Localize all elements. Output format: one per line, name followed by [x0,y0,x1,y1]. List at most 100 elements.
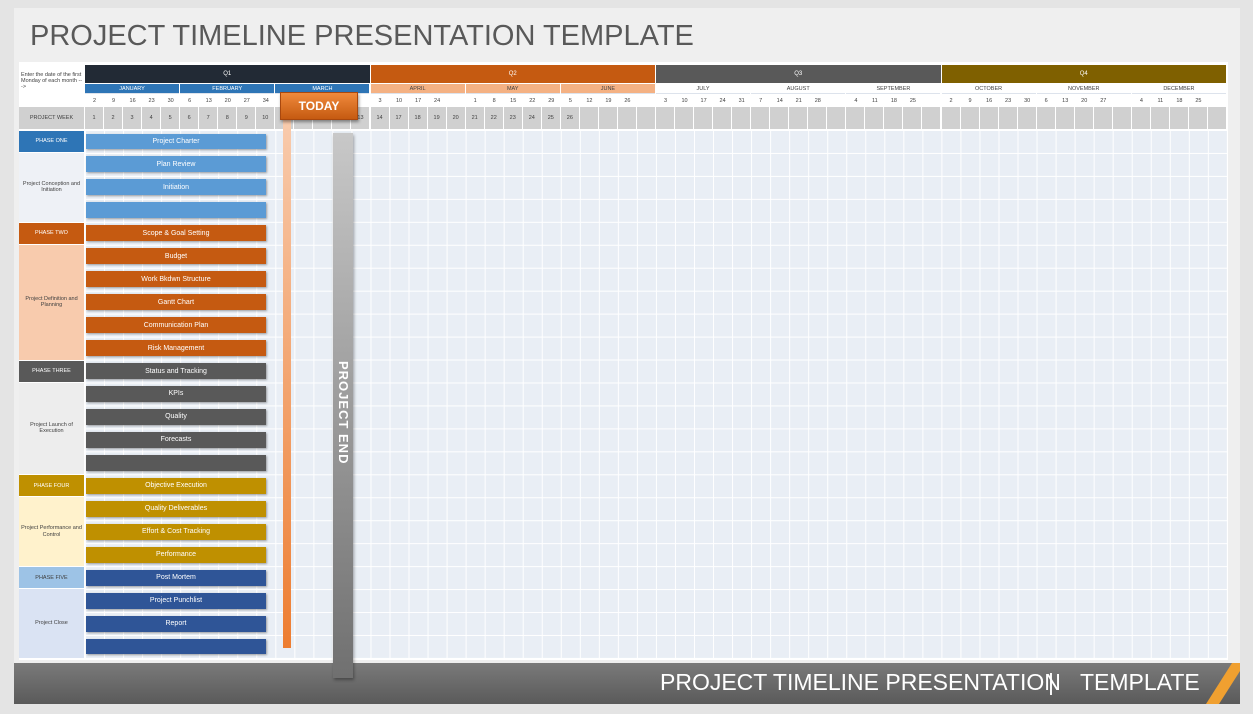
week-date: 11 [872,97,878,104]
project-week [1036,107,1055,129]
week-date [1113,95,1132,106]
phase-label: PHASE ONE [19,131,84,152]
task-bar: Communication Plan [86,317,266,334]
project-week: 21 [465,107,484,129]
task-bar: Report [86,615,266,632]
timeline-grid [85,130,1227,658]
week-date: 9 [968,97,972,104]
quarter-header: Q1 [85,65,370,83]
project-week: 17 [389,107,408,129]
week-date: 25 [909,97,916,104]
week-date: 23 [148,97,155,104]
project-week [1017,107,1036,129]
phase-group: Project Performance and Control [19,497,84,567]
project-week: 14 [370,107,389,129]
project-week: 8 [218,107,237,129]
footer-separator: | [1048,669,1054,695]
phase-label: PHASE THREE [19,360,84,382]
project-week [1074,107,1093,129]
week-date: 6 [188,97,192,104]
project-week [922,107,941,129]
project-week [1169,107,1188,129]
task-bar: Effort & Cost Tracking [86,523,266,540]
project-week: 25 [541,107,560,129]
task-bar [86,638,266,655]
week-date: 29 [548,97,555,104]
week-date: 20 [224,97,231,104]
today-line [283,118,291,648]
task-bar: Project Punchlist [86,592,266,609]
week-date: 17 [700,97,707,104]
project-week [656,107,675,129]
project-week [598,107,617,129]
week-date: 8 [492,97,496,104]
task-bar: Scope & Goal Setting [86,225,266,242]
title: PROJECT TIMELINE PRESENTATION TEMPLATE [30,20,694,52]
project-week [675,107,694,129]
project-week [694,107,713,129]
week-date: 16 [986,97,993,104]
project-week [751,107,770,129]
month-header: AUGUST [751,84,846,94]
week-date [637,95,656,106]
project-week [770,107,789,129]
week-date: 19 [605,97,612,104]
footer-stripe [1206,663,1240,704]
month-header: FEBRUARY [180,84,275,94]
task-bar [86,454,266,471]
project-week [1055,107,1074,129]
phase-group: Project Close [19,589,84,658]
week-date: 14 [776,97,783,104]
week-date: 31 [738,97,745,104]
phase-group: Project Definition and Planning [19,244,84,360]
week-date: 22 [529,97,536,104]
month-header: MAY [465,84,560,94]
header-note: Enter the date of the first Monday of ea… [21,72,83,90]
month-header: APRIL [370,84,465,94]
week-date [1208,95,1227,106]
week-date: 18 [890,97,897,104]
task-bar: Gantt Chart [86,294,266,311]
project-week: 2 [104,107,123,129]
week-date: 13 [205,97,212,104]
month-header: JUNE [560,84,655,94]
week-date [827,95,846,106]
week-date: 9 [112,97,116,104]
week-date: 21 [795,97,802,104]
week-date: 26 [624,97,631,104]
project-week: 3 [123,107,142,129]
project-week: 22 [484,107,503,129]
week-date: 1 [473,97,477,104]
project-week: 10 [256,107,275,129]
project-week: 20 [446,107,465,129]
project-week [884,107,903,129]
project-week: 24 [522,107,541,129]
week-date: 24 [719,97,726,104]
project-week [998,107,1017,129]
project-end-text: PROJECT END [336,361,351,465]
project-week [713,107,732,129]
phase-label: PHASE FOUR [19,475,84,497]
week-date: 6 [1044,97,1048,104]
project-week [1112,107,1131,129]
week-date: 16 [129,97,136,104]
week-date: 30 [167,97,174,104]
task-bar: Work Bkdwn Structure [86,271,266,288]
week-date: 30 [1024,97,1031,104]
quarter-header: Q4 [941,65,1226,83]
project-week [846,107,865,129]
month-header: SEPTEMBER [846,84,941,94]
week-date: 15 [510,97,517,104]
week-date: 7 [759,97,763,104]
phase-label: PHASE FIVE [19,567,84,589]
task-bar: Objective Execution [86,477,266,494]
project-week [579,107,598,129]
week-date: 11 [1157,97,1164,104]
project-week: 1 [85,107,104,129]
week-date: 25 [1195,97,1202,104]
task-bar: Forecasts [86,431,266,448]
project-week [617,107,636,129]
project-week [1131,107,1150,129]
task-bar: KPIs [86,386,266,402]
task-bar: Performance [86,546,266,563]
